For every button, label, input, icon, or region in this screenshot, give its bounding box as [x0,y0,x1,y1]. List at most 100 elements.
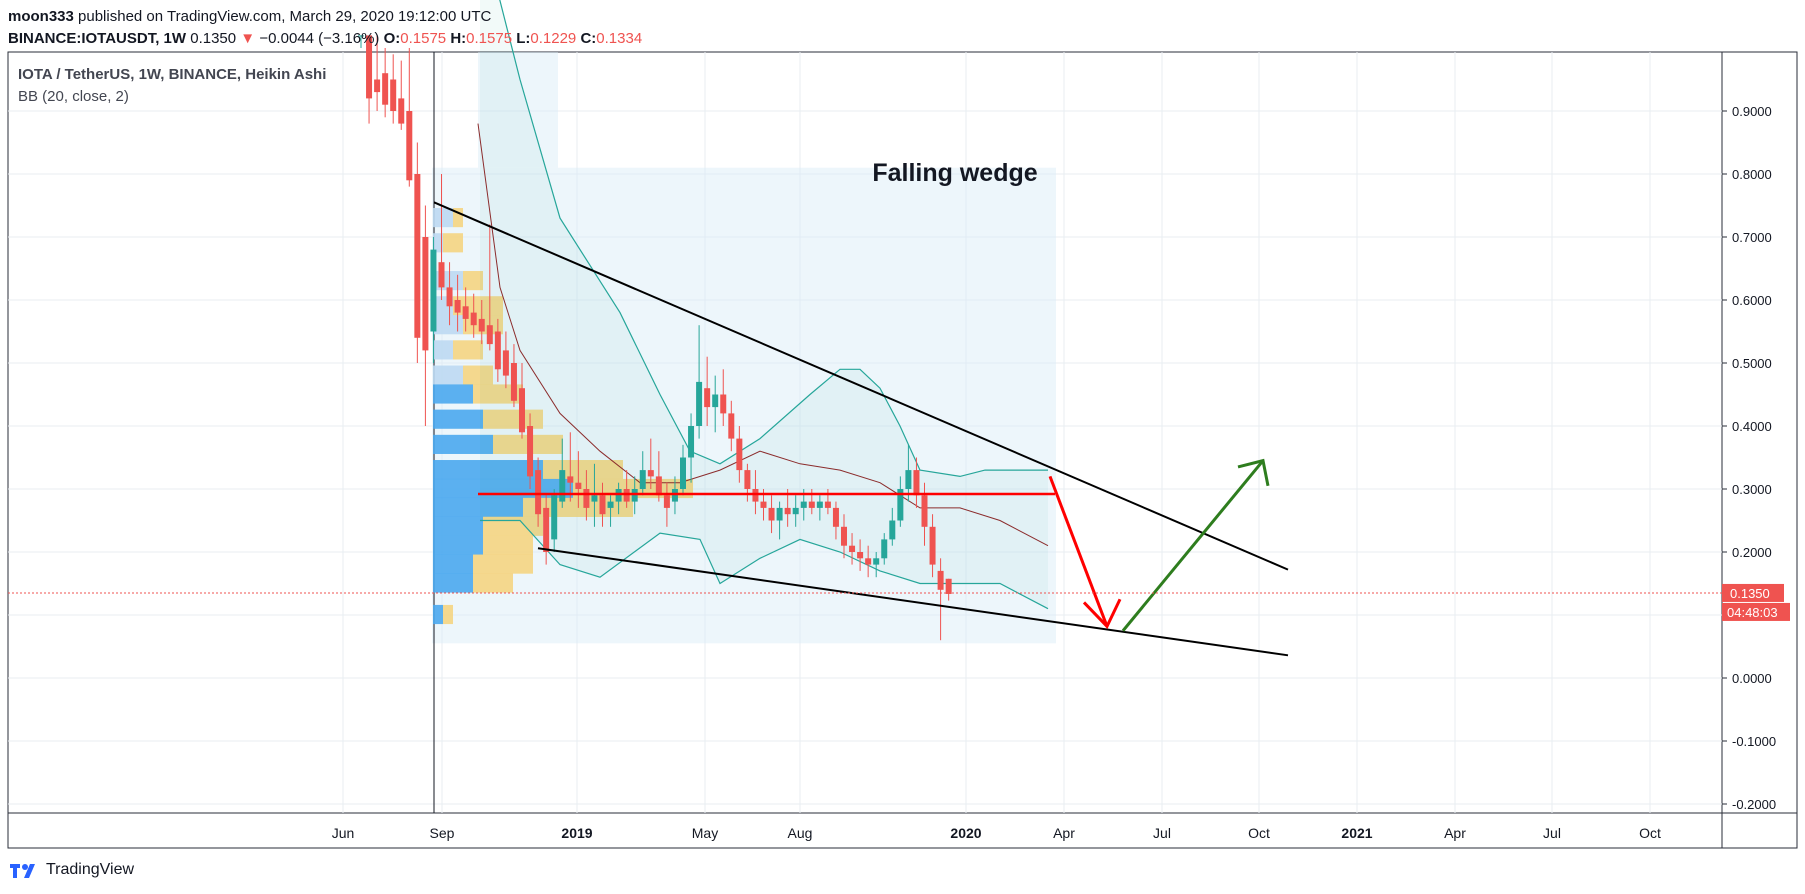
down-arrow-icon: ▼ [240,30,256,47]
y-tick-label: 0.2000 [1732,545,1772,560]
candle-body [832,507,839,527]
candle-body [873,558,880,565]
candle-body [704,388,711,408]
volume-profile-up-bar [433,233,443,253]
y-tick-label: 0.0000 [1732,671,1772,686]
candle-body [527,426,534,477]
volume-profile-down-bar [463,365,493,385]
candle-body [406,111,413,181]
candle-body [374,79,381,93]
x-tick-label: Jul [1153,825,1171,841]
candle-body [712,394,719,408]
x-tick-label: Apr [1053,825,1075,841]
candle-body [736,438,743,471]
volume-profile-up-bar [433,535,483,555]
volume-profile-down-bar [453,208,463,228]
candle-body [913,470,920,496]
chart-frame [7,51,1798,849]
candle-body [655,476,662,496]
volume-profile-up-bar [433,365,463,385]
y-tick-label: -0.1000 [1732,734,1776,749]
candle-body [897,489,904,521]
tradingview-logo-icon [10,864,35,878]
candle-body [486,325,493,345]
volume-profile-down-bar [473,384,523,404]
candle-body [382,73,389,105]
candle-body [776,507,783,521]
last-price-tag-text: 0.1350 [1730,586,1770,601]
x-tick-label: Aug [788,825,813,841]
volume-profile-up-bar [433,208,453,228]
author-name[interactable]: moon333 [8,8,74,25]
wedge-lower-trendline [537,547,1289,657]
volume-profile-up-bar [433,384,473,404]
y-tick-label: -0.2000 [1732,797,1776,812]
indicator-legend[interactable]: BB (20, close, 2) [18,88,129,105]
candle-body [929,526,936,565]
volume-profile-up-bar [433,573,473,593]
x-tick-label: Jun [332,825,355,841]
candle-body [494,331,501,370]
candle-body [784,507,791,515]
volume-profile-down-bar [483,535,533,555]
candle-body [535,470,542,515]
volume-profile-down-bar [463,271,483,291]
y-tick-label: 0.5000 [1732,356,1772,371]
close-value: 0.1334 [596,30,643,47]
volume-profile-up-bar [433,271,463,291]
bollinger-upper-band [499,0,1048,478]
candle-body [752,489,759,502]
candle-body [663,495,670,508]
y-tick-label: 0.3000 [1732,482,1772,497]
countdown-tag-text: 04:48:03 [1727,605,1778,620]
volume-profile-up-bar [433,604,443,625]
high-value: 0.1575 [466,30,513,47]
candle-body [720,394,727,414]
up-arrow-shaft [1121,459,1265,632]
candle-body [559,470,566,502]
close-label: C: [580,30,597,47]
y-tick-label: 0.7000 [1732,230,1772,245]
candle-body [551,495,558,540]
candle-body [575,482,582,489]
volume-profile-down-bar [453,340,483,360]
volume-profile-down-bar [473,573,513,593]
candle-body [639,470,646,489]
y-tick-label: 0.6000 [1732,293,1772,308]
volume-profile-up-bar [433,434,493,454]
candle-body [543,507,550,552]
candle-body [607,501,614,508]
candle-body [414,174,421,338]
candle-body [470,312,477,326]
candle-body [599,495,606,515]
published-text: published on TradingView.com, March 29, … [78,8,492,25]
x-tick-label: Apr [1444,825,1466,841]
countdown-tag [1722,602,1790,621]
candle-body [438,262,445,288]
candle-body [808,501,815,508]
candle-body [696,381,703,426]
candle-body [671,489,678,502]
candle-body [865,558,872,565]
candle-body [446,287,453,307]
candle-body [792,507,799,515]
annotation-falling-wedge: Falling wedge [872,159,1037,187]
candle-body [519,388,525,433]
last-price: 0.1350 [190,30,237,47]
candle-body [921,495,928,527]
volume-profile-up-bar [433,497,523,517]
volume-profile-up-bar [433,554,473,574]
candle-body [462,306,469,319]
volume-profile-up-bar [433,516,483,536]
candle-body [366,35,373,99]
x-tick-label: 2021 [1341,825,1372,841]
brand-name: TradingView [46,861,135,878]
candle-body [744,470,751,489]
candle-body [647,470,654,477]
candle-body [849,545,856,552]
candle-body [631,489,638,502]
candle-body [454,300,461,313]
brand-footer[interactable]: TradingView [8,860,134,880]
symbol-label: BINANCE:IOTAUSDT, 1W [8,30,187,47]
